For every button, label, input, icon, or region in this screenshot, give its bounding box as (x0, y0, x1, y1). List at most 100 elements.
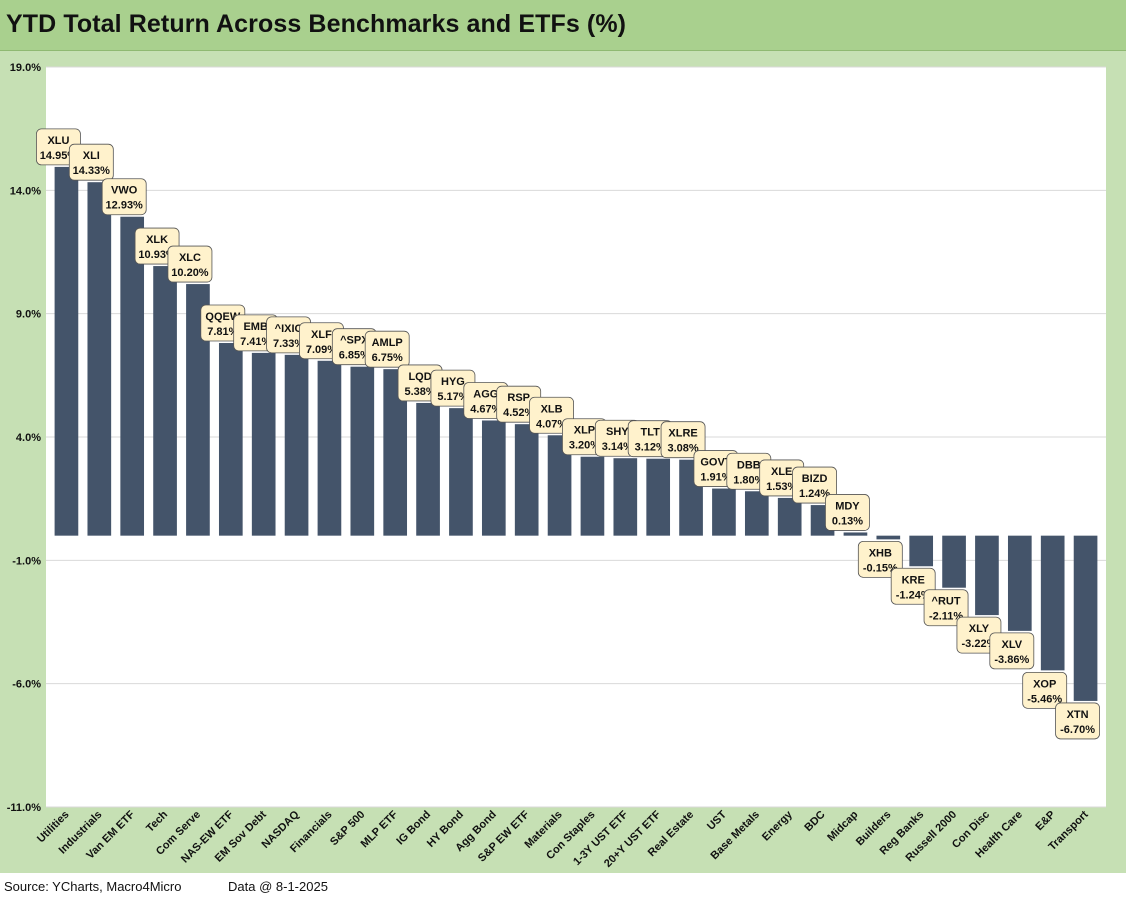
data-label: VWO 12.93% (101, 178, 147, 216)
bar (580, 456, 605, 536)
bar (876, 535, 901, 540)
data-label-value: 1.24% (799, 488, 830, 500)
bar (186, 284, 210, 536)
bar (744, 491, 769, 536)
data-label-value: 6.85% (339, 350, 370, 362)
data-label-ticker: RSP (507, 392, 530, 404)
y-tick-label: 4.0% (16, 432, 41, 444)
bar (54, 166, 79, 536)
bar (1040, 535, 1065, 671)
data-label-ticker: AGG (473, 388, 498, 400)
data-label-ticker: TLT (641, 427, 661, 439)
data-label-ticker: SHY (606, 426, 629, 438)
x-tick-label: UST (705, 808, 729, 832)
data-label-ticker: ^IXIC (275, 323, 303, 335)
bar (909, 535, 934, 567)
bar (1073, 535, 1098, 701)
data-label-value: 6.75% (372, 352, 403, 364)
data-label-value: 7.41% (240, 336, 271, 348)
data-label: LQD 5.38% (397, 364, 443, 402)
bar (514, 424, 539, 536)
data-label-ticker: XLF (311, 329, 332, 341)
data-label-ticker: AMLP (372, 337, 403, 349)
data-label-value: -3.86% (994, 654, 1029, 666)
bar-chart: 19.0% 14.0% 9.0% 4.0% -1.0% -6.0% -11.0% Utili… (7, 62, 1106, 870)
data-label: MDY 0.13% (825, 494, 870, 531)
data-label-value: 7.33% (273, 338, 304, 350)
data-label-ticker: XLU (47, 135, 69, 147)
data-label-ticker: EMB (243, 321, 268, 333)
data-label: XHB -0.15% (857, 540, 903, 578)
bar (251, 352, 276, 536)
data-label: BIZD 1.24% (792, 466, 837, 504)
data-label-ticker: XLY (969, 623, 990, 635)
bar (547, 435, 572, 536)
y-tick-label: -11.0% (7, 802, 41, 814)
chart-title: YTD Total Return Across Benchmarks and E… (6, 10, 627, 38)
data-label-ticker: XLRE (668, 428, 697, 440)
bar (350, 366, 375, 536)
bar (383, 369, 408, 536)
x-tick-label: E&P (1033, 809, 1057, 833)
data-label: KRE -1.24% (890, 567, 936, 605)
data-label-ticker: GOVT (700, 457, 731, 469)
data-label-value: -1.24% (896, 589, 931, 601)
data-label: XOP -5.46% (1022, 671, 1068, 709)
y-tick-label: 19.0% (10, 62, 41, 74)
data-label-ticker: XLC (179, 252, 201, 264)
bar (975, 535, 999, 616)
data-label-value: 4.07% (536, 418, 567, 430)
data-label-ticker: VWO (111, 185, 138, 197)
bar (449, 408, 473, 536)
bar (481, 420, 506, 536)
data-label-value: 3.20% (569, 440, 600, 452)
data-label-value: 1.91% (700, 472, 731, 484)
data-label-ticker: ^RUT (932, 596, 961, 608)
bar (317, 360, 342, 536)
data-label-value: -6.70% (1060, 724, 1095, 736)
data-label-ticker: XLE (771, 466, 792, 478)
data-label-value: -5.46% (1027, 693, 1062, 705)
data-label-ticker: HYG (441, 376, 465, 388)
data-label-value: 5.38% (404, 386, 435, 398)
bar (777, 497, 802, 536)
x-tick-label: BDC (802, 809, 827, 834)
data-label: XLRE 3.08% (660, 421, 706, 459)
data-label-ticker: LQD (408, 371, 431, 383)
data-label-value: 7.81% (207, 326, 238, 338)
data-label-value: -3.22% (962, 638, 997, 650)
data-label-ticker: XLK (146, 234, 168, 246)
bar (1007, 535, 1032, 631)
bar (646, 458, 671, 536)
data-label-ticker: XTN (1067, 709, 1089, 721)
data-label-value: 4.52% (503, 407, 534, 419)
bar (87, 182, 112, 536)
data-label: XTN -6.70% (1055, 702, 1100, 740)
data-labels: XLU 14.95% XLI 14.33%VWO 12.93% XLK 10.93% XLC 1… (36, 128, 1100, 740)
data-label: XLI 14.33% (68, 143, 114, 181)
data-label: XLV -3.86% (989, 632, 1035, 670)
data-label: AMLP 6.75% (364, 330, 410, 368)
y-tick-label: -1.0% (12, 555, 41, 567)
data-label-value: 5.17% (437, 391, 468, 403)
data-label-value: 1.53% (766, 481, 797, 493)
data-label-ticker: DBB (737, 459, 761, 471)
data-label-ticker: ^SPX (340, 335, 369, 347)
bar (843, 532, 868, 536)
bar (120, 216, 145, 536)
data-label-ticker: XOP (1033, 678, 1056, 690)
bar (942, 535, 966, 588)
data-label-value: 12.93% (106, 200, 144, 212)
data-label-value: 0.13% (832, 515, 863, 527)
data-label-value: 4.67% (470, 403, 501, 415)
bar (218, 343, 243, 536)
data-label-ticker: MDY (835, 500, 860, 512)
data-label-value: -0.15% (863, 562, 898, 574)
x-tick-label: 20+Y UST ETF (602, 808, 663, 869)
data-label-value: 14.33% (73, 165, 111, 177)
source-note: Source: YCharts, Macro4Micro (4, 879, 182, 894)
data-label-ticker: BIZD (802, 473, 828, 485)
bar (613, 458, 638, 536)
data-label-value: 10.20% (171, 267, 209, 279)
